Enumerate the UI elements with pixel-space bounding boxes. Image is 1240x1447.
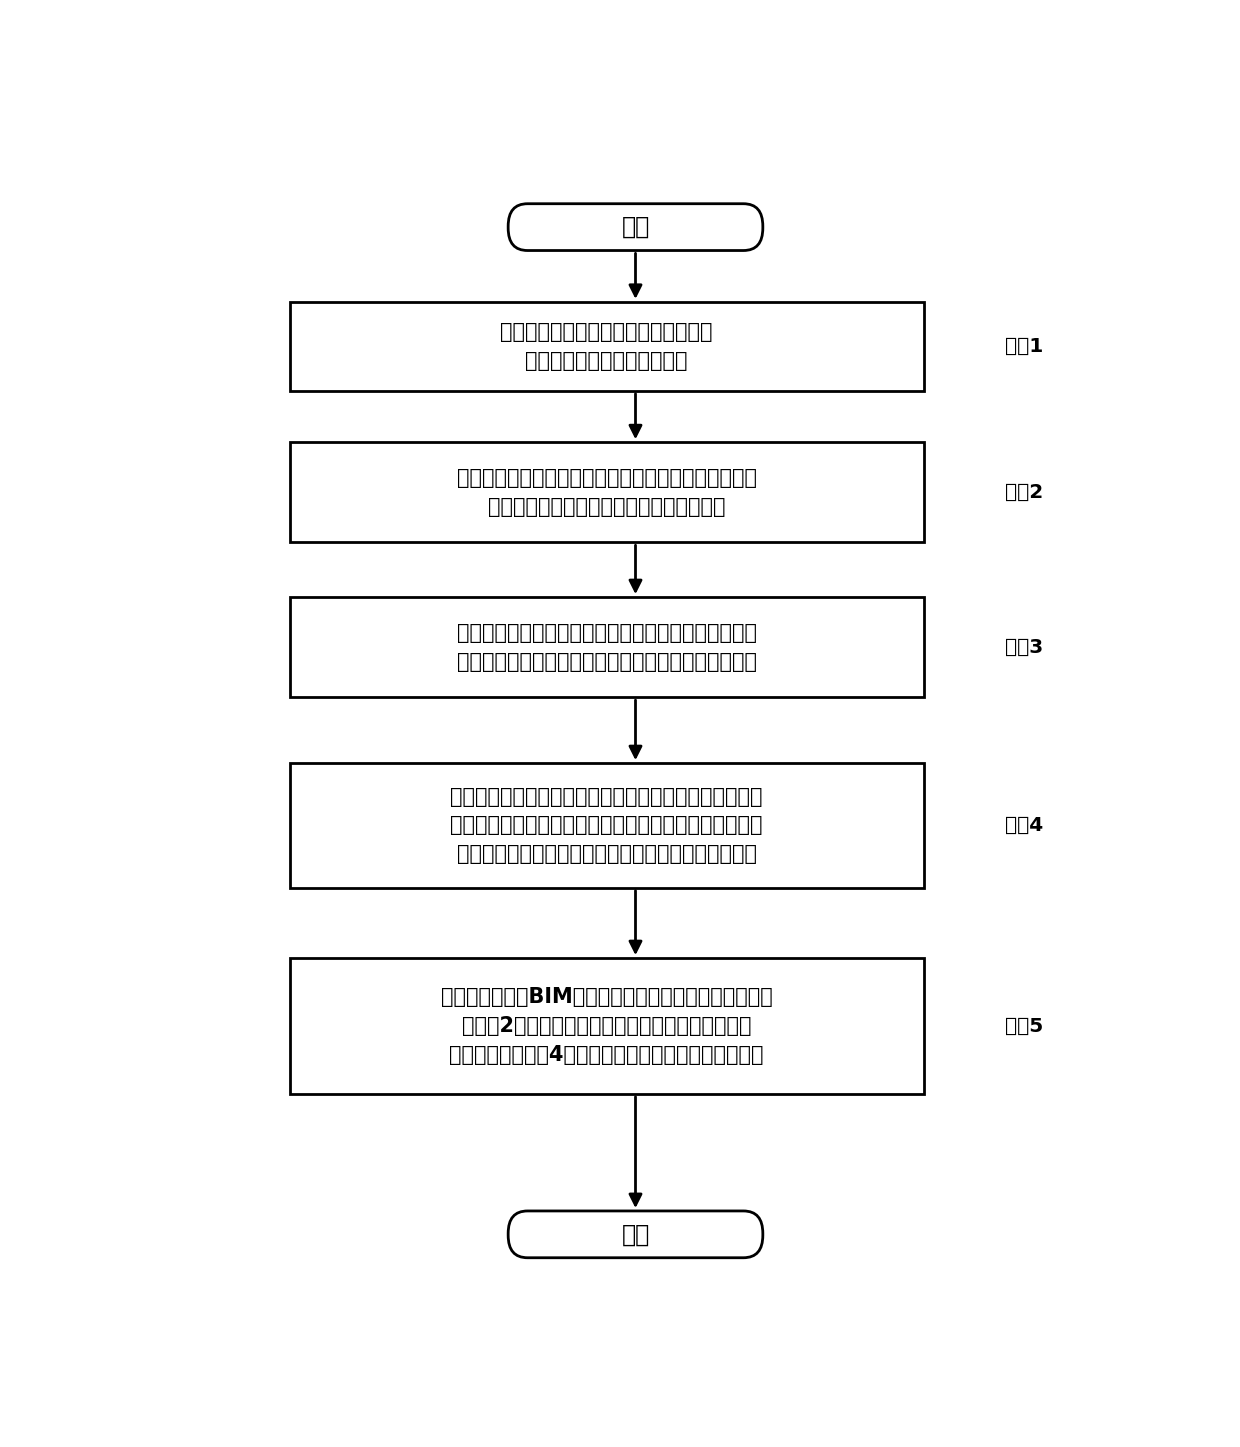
- FancyBboxPatch shape: [508, 1211, 763, 1257]
- Bar: [289, 443, 924, 543]
- Bar: [289, 763, 924, 888]
- Text: 结束: 结束: [621, 1223, 650, 1246]
- Text: 为施工计划中不同层级的每个施工任务手动设置关联的
空间结构元素、构件分类结构元素或构件分组结构元素: 为施工计划中不同层级的每个施工任务手动设置关联的 空间结构元素、构件分类结构元素…: [456, 622, 756, 671]
- Text: 步骤5: 步骤5: [1006, 1016, 1044, 1036]
- Text: 步骤3: 步骤3: [1006, 638, 1044, 657]
- Bar: [289, 598, 924, 697]
- Bar: [289, 302, 924, 391]
- Text: 从建筑信息模型中自动提取空间结构、构件分类结构、
构件分组结构中各个元素与构件的关联关系: 从建筑信息模型中自动提取空间结构、构件分类结构、 构件分组结构中各个元素与构件的…: [456, 467, 756, 517]
- FancyBboxPatch shape: [508, 204, 763, 250]
- Bar: [289, 958, 924, 1094]
- Text: 根据施工任务及其父节点与空间结构元素、构件分类结构
元素、构件分组结构元素的关联关系，以及上述构件组织
结构与构件的关联关系，自动计算施工任务关联的构件: 根据施工任务及其父节点与空间结构元素、构件分类结构 元素、构件分组结构元素的关联…: [450, 787, 763, 864]
- Text: 开始: 开始: [621, 216, 650, 239]
- Text: 步骤2: 步骤2: [1006, 483, 1044, 502]
- Text: 步骤4: 步骤4: [1006, 816, 1044, 835]
- Text: 从建筑信息模型中自动提取空间结构，
构件分类结构，构件分组结构: 从建筑信息模型中自动提取空间结构， 构件分类结构，构件分组结构: [501, 321, 713, 370]
- Text: 当设计变更导致BIM中少数构件发生变化时，首先重新执
行步骤2，更新各构件组织结构与构件的关联关系；
然后重新执行步骤4，自动更新各个施工任务关联的构件: 当设计变更导致BIM中少数构件发生变化时，首先重新执 行步骤2，更新各构件组织结…: [440, 987, 773, 1065]
- Text: 步骤1: 步骤1: [1006, 337, 1044, 356]
